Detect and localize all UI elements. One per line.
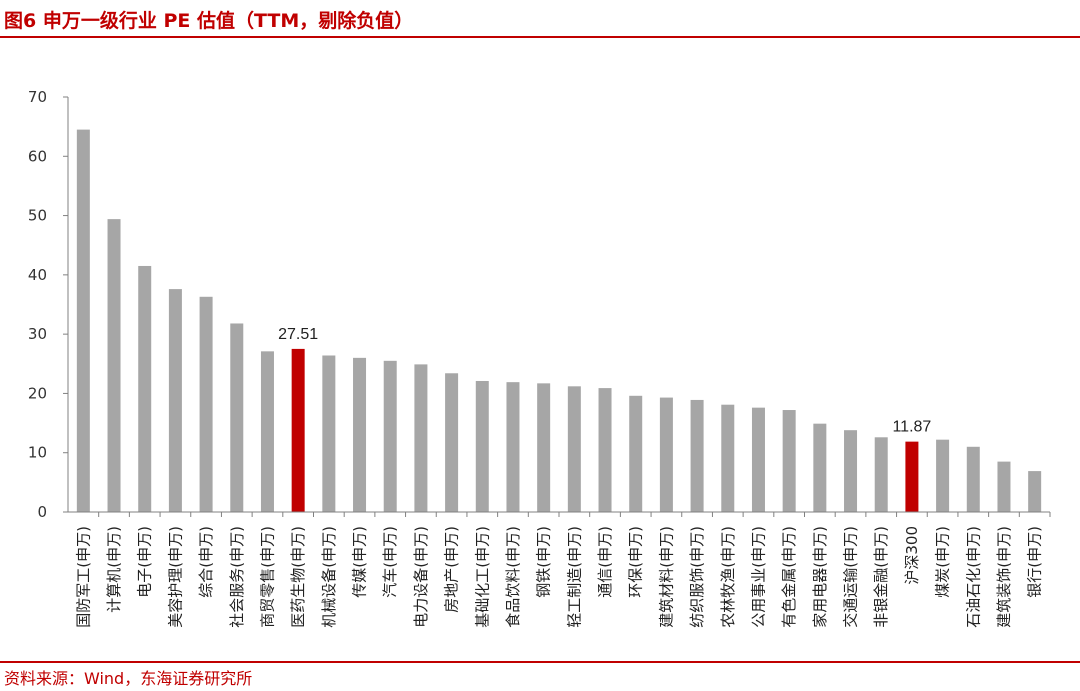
bar-32 xyxy=(1028,471,1042,512)
category-label: 石油石化(申万) xyxy=(964,526,982,628)
y-tick-label: 40 xyxy=(28,266,47,284)
category-label: 通信(申万) xyxy=(596,526,614,598)
bar-20 xyxy=(659,397,673,512)
bar-31 xyxy=(997,461,1011,512)
bar-9 xyxy=(322,355,336,512)
bar-28 xyxy=(905,441,919,512)
category-label: 汽车(申万) xyxy=(381,526,399,598)
bar-22 xyxy=(721,404,735,512)
bar-24 xyxy=(782,410,796,512)
category-label: 传媒(申万) xyxy=(351,526,369,598)
bar-10 xyxy=(353,357,367,512)
category-label: 电力设备(申万) xyxy=(412,526,430,628)
bar-27 xyxy=(874,437,888,512)
bar-3 xyxy=(138,265,152,512)
bar-13 xyxy=(445,373,459,512)
category-label: 国防军工(申万) xyxy=(74,526,92,628)
figure-title: 图6 申万一级行业 PE 估值（TTM，剔除负值） xyxy=(4,10,414,32)
bar-series xyxy=(76,129,1042,512)
category-label: 纺织服饰(申万) xyxy=(688,526,706,628)
category-label: 钢铁(申万) xyxy=(535,526,553,598)
bar-4 xyxy=(168,289,182,512)
bar-21 xyxy=(690,399,704,512)
bar-6 xyxy=(230,323,244,512)
y-tick-label: 50 xyxy=(28,207,47,225)
data-label: 27.51 xyxy=(278,326,318,343)
bar-30 xyxy=(966,446,980,512)
category-label: 沪深300 xyxy=(903,526,921,585)
y-tick-label: 60 xyxy=(28,147,47,165)
category-label: 公用事业(申万) xyxy=(749,526,767,628)
category-label: 社会服务(申万) xyxy=(228,526,246,628)
bar-26 xyxy=(844,430,858,512)
category-label: 计算机(申万) xyxy=(105,526,123,613)
y-tick-label: 0 xyxy=(37,503,47,521)
category-label: 房地产(申万) xyxy=(443,526,461,613)
category-label: 建筑材料(申万) xyxy=(657,526,675,628)
category-label: 轻工制造(申万) xyxy=(565,526,583,628)
bar-25 xyxy=(813,423,827,512)
title-rule xyxy=(0,36,1080,38)
bar-11 xyxy=(383,360,397,512)
bar-8 xyxy=(291,348,305,512)
bar-2 xyxy=(107,219,121,512)
source-note: 资料来源：Wind，东海证券研究所 xyxy=(4,669,253,688)
bar-7 xyxy=(260,351,274,512)
bar-14 xyxy=(475,380,489,512)
category-label: 银行(申万) xyxy=(1026,526,1044,598)
category-label: 食品饮料(申万) xyxy=(504,526,522,628)
category-label: 建筑装饰(申万) xyxy=(995,526,1013,628)
category-label: 综合(申万) xyxy=(197,526,215,598)
bar-19 xyxy=(629,395,643,512)
category-label: 商贸零售(申万) xyxy=(258,526,276,628)
bar-12 xyxy=(414,364,428,512)
bar-5 xyxy=(199,296,213,512)
y-tick-label: 70 xyxy=(28,88,47,106)
category-label: 煤炭(申万) xyxy=(934,526,952,598)
footer-rule xyxy=(0,661,1080,663)
category-label: 美容护理(申万) xyxy=(166,526,184,628)
bar-16 xyxy=(537,383,551,512)
data-labels: 27.51 11.87 xyxy=(278,326,931,436)
category-label: 交通运输(申万) xyxy=(842,526,860,628)
y-tick-label: 20 xyxy=(28,384,47,402)
category-label: 基础化工(申万) xyxy=(473,526,491,628)
bar-18 xyxy=(598,388,612,512)
bar-15 xyxy=(506,382,520,512)
category-label: 有色金属(申万) xyxy=(780,526,798,628)
x-axis: 国防军工(申万) 计算机(申万) 电子(申万) 美容护理(申万) 综合(申万) 社会服务(… xyxy=(68,511,1051,628)
category-label: 农林牧渔(申万) xyxy=(719,526,737,628)
category-label: 环保(申万) xyxy=(627,526,645,598)
bar-1 xyxy=(76,129,90,512)
bar-17 xyxy=(567,386,581,512)
y-axis: 0 10 20 30 40 50 60 70 xyxy=(28,88,69,521)
bar-23 xyxy=(751,407,765,512)
category-label: 医药生物(申万) xyxy=(289,526,307,628)
category-label: 电子(申万) xyxy=(136,526,154,598)
data-label: 11.87 xyxy=(892,419,931,436)
bar-29 xyxy=(936,439,950,512)
category-label: 家用电器(申万) xyxy=(811,526,829,628)
y-tick-label: 30 xyxy=(28,325,47,343)
category-label: 非银金融(申万) xyxy=(872,526,890,628)
y-tick-label: 10 xyxy=(28,444,47,462)
category-label: 机械设备(申万) xyxy=(320,526,338,628)
